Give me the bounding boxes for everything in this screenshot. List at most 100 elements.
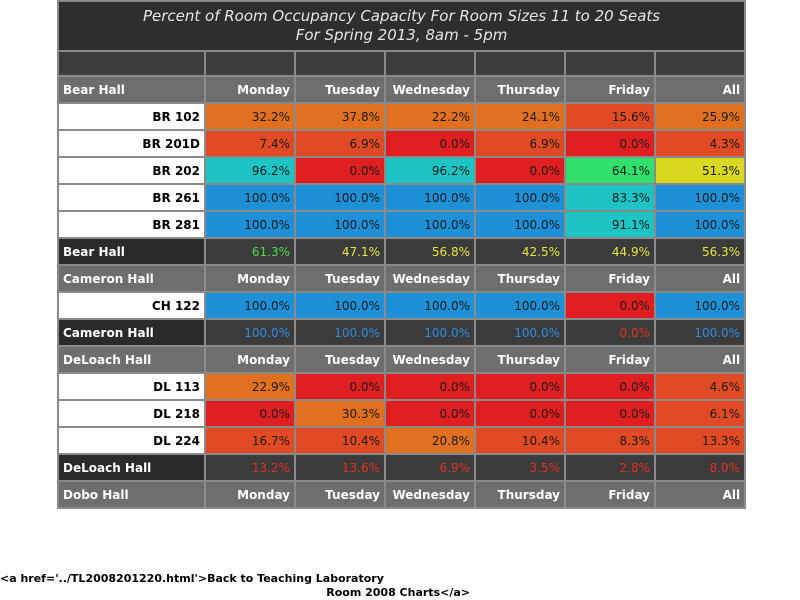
hall-header-row: Dobo Hall Monday Tuesday Wednesday Thursday F…: [57, 480, 747, 509]
hall-total-cell: 13.6%: [294, 453, 386, 482]
hall-total-row: Bear Hall 61.3% 47.1% 56.8% 42.5% 44.9% 56.3%: [57, 237, 747, 266]
hall-header-row: Bear Hall Monday Tuesday Wednesday Thursday F…: [57, 75, 747, 104]
room-row: DL 113 22.9% 0.0% 0.0% 0.0% 0.0% 4.6%: [57, 372, 747, 401]
occupancy-cell: 10.4%: [294, 426, 386, 455]
hall-total-cell: 100.0%: [384, 318, 476, 347]
occupancy-cell: 64.1%: [564, 156, 656, 185]
blank-cell: [564, 50, 656, 77]
day-header: Tuesday: [294, 75, 386, 104]
hall-total-cell: 56.3%: [653, 237, 747, 266]
occupancy-cell: 0.0%: [384, 372, 476, 401]
title-line-1: Percent of Room Occupancy Capacity For R…: [142, 7, 661, 25]
room-name: BR 201D: [57, 129, 206, 158]
title-line-2: For Spring 2013, 8am - 5pm: [295, 26, 508, 44]
hall-total-row: Cameron Hall 100.0% 100.0% 100.0% 100.0% 0.0%…: [57, 318, 747, 347]
occupancy-cell: 0.0%: [564, 291, 656, 320]
occupancy-cell: 30.3%: [294, 399, 386, 428]
room-row: BR 202 96.2% 0.0% 96.2% 0.0% 64.1% 51.3%: [57, 156, 747, 185]
day-header: Wednesday: [384, 480, 476, 509]
day-header: All: [653, 264, 747, 293]
occupancy-cell: 83.3%: [564, 183, 656, 212]
occupancy-cell: 24.1%: [474, 102, 566, 131]
occupancy-cell: 0.0%: [384, 399, 476, 428]
occupancy-cell: 6.1%: [653, 399, 747, 428]
hall-total-cell: 42.5%: [474, 237, 566, 266]
occupancy-cell: 25.9%: [653, 102, 747, 131]
room-name: DL 113: [57, 372, 206, 401]
room-name: BR 102: [57, 102, 206, 131]
hall-total-row: DeLoach Hall 13.2% 13.6% 6.9% 3.5% 2.8% 8.0%: [57, 453, 747, 482]
occupancy-cell: 0.0%: [564, 129, 656, 158]
occupancy-cell: 100.0%: [384, 183, 476, 212]
room-name: DL 218: [57, 399, 206, 428]
report-title: Percent of Room Occupancy Capacity For R…: [56, 0, 747, 52]
hall-total-name: DeLoach Hall: [57, 453, 206, 482]
day-header: Wednesday: [384, 264, 476, 293]
day-header: Thursday: [474, 264, 566, 293]
occupancy-cell: 22.2%: [384, 102, 476, 131]
hall-name: Cameron Hall: [57, 264, 206, 293]
hall-total-cell: 0.0%: [564, 318, 656, 347]
hall-name: Bear Hall: [57, 75, 206, 104]
occupancy-cell: 4.3%: [653, 129, 747, 158]
back-link-line-1[interactable]: <a href='../TL2008201220.html'>Back to T…: [0, 572, 384, 585]
room-name: BR 281: [57, 210, 206, 239]
hall-header-row: DeLoach Hall Monday Tuesday Wednesday Thursd…: [57, 345, 747, 374]
room-row: BR 102 32.2% 37.8% 22.2% 24.1% 15.6% 25.9%: [57, 102, 747, 131]
hall-total-cell: 100.0%: [474, 318, 566, 347]
occupancy-cell: 0.0%: [474, 372, 566, 401]
occupancy-cell: 100.0%: [294, 210, 386, 239]
blank-header-row: [57, 50, 747, 77]
day-header: Thursday: [474, 345, 566, 374]
day-header: Thursday: [474, 75, 566, 104]
day-header: Friday: [564, 345, 656, 374]
room-name: BR 202: [57, 156, 206, 185]
hall-total-cell: 47.1%: [294, 237, 386, 266]
day-header: Tuesday: [294, 480, 386, 509]
hall-total-cell: 100.0%: [653, 318, 747, 347]
occupancy-cell: 91.1%: [564, 210, 656, 239]
hall-total-cell: 6.9%: [384, 453, 476, 482]
hall-total-cell: 13.2%: [204, 453, 296, 482]
back-link[interactable]: <a href='../TL2008201220.html'>Back to T…: [0, 572, 470, 600]
blank-cell: [653, 50, 747, 77]
day-header: Monday: [204, 480, 296, 509]
occupancy-cell: 0.0%: [294, 156, 386, 185]
room-name: CH 122: [57, 291, 206, 320]
hall-total-cell: 2.8%: [564, 453, 656, 482]
day-header: Monday: [204, 264, 296, 293]
day-header: Wednesday: [384, 345, 476, 374]
occupancy-cell: 0.0%: [564, 399, 656, 428]
back-link-line-2[interactable]: Room 2008 Charts</a>: [326, 586, 470, 599]
occupancy-cell: 32.2%: [204, 102, 296, 131]
blank-cell: [57, 50, 206, 77]
occupancy-cell: 15.6%: [564, 102, 656, 131]
occupancy-cell: 20.8%: [384, 426, 476, 455]
room-name: BR 261: [57, 183, 206, 212]
occupancy-cell: 51.3%: [653, 156, 747, 185]
day-header: All: [653, 480, 747, 509]
occupancy-cell: 100.0%: [204, 183, 296, 212]
room-row: BR 261 100.0% 100.0% 100.0% 100.0% 83.3% 100.0…: [57, 183, 747, 212]
occupancy-cell: 100.0%: [474, 291, 566, 320]
hall-total-cell: 56.8%: [384, 237, 476, 266]
hall-name: Dobo Hall: [57, 480, 206, 509]
blank-cell: [474, 50, 566, 77]
occupancy-cell: 0.0%: [564, 372, 656, 401]
hall-total-cell: 100.0%: [294, 318, 386, 347]
occupancy-cell: 37.8%: [294, 102, 386, 131]
room-row: BR 281 100.0% 100.0% 100.0% 100.0% 91.1% 100.0…: [57, 210, 747, 239]
day-header: Wednesday: [384, 75, 476, 104]
occupancy-cell: 4.6%: [653, 372, 747, 401]
occupancy-cell: 96.2%: [384, 156, 476, 185]
occupancy-cell: 100.0%: [474, 210, 566, 239]
room-row: CH 122 100.0% 100.0% 100.0% 100.0% 0.0% 100.0%: [57, 291, 747, 320]
occupancy-cell: 13.3%: [653, 426, 747, 455]
room-row: BR 201D 7.4% 6.9% 0.0% 6.9% 0.0% 4.3%: [57, 129, 747, 158]
hall-total-cell: 61.3%: [204, 237, 296, 266]
occupancy-cell: 100.0%: [653, 291, 747, 320]
hall-total-name: Cameron Hall: [57, 318, 206, 347]
occupancy-cell: 8.3%: [564, 426, 656, 455]
room-row: DL 218 0.0% 30.3% 0.0% 0.0% 0.0% 6.1%: [57, 399, 747, 428]
day-header: Thursday: [474, 480, 566, 509]
